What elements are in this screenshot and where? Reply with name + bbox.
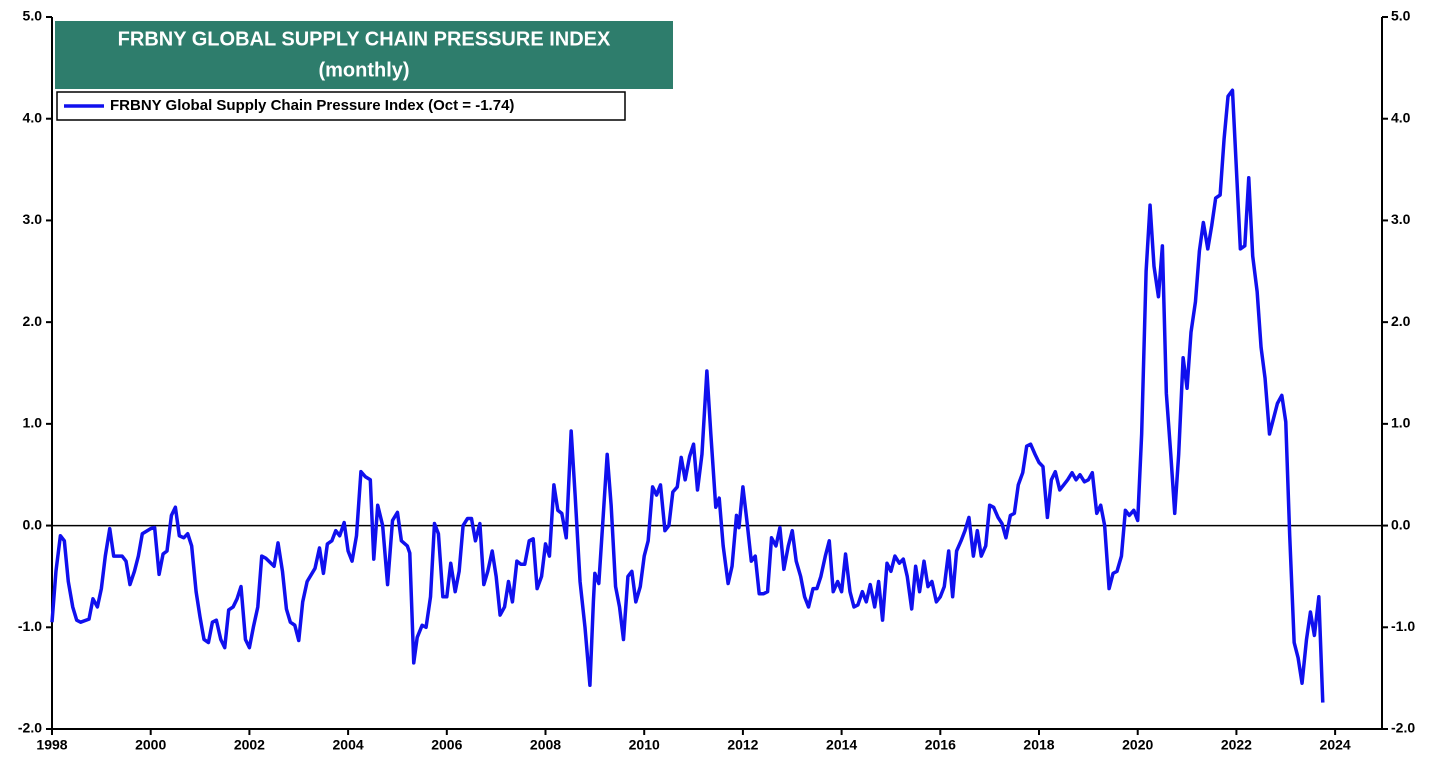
y2-tick-label: -2.0	[1391, 720, 1415, 736]
y2-tick-label: 2.0	[1391, 313, 1411, 329]
legend-box	[56, 91, 626, 121]
series-line	[50, 88, 1325, 703]
y2-tick-label: 3.0	[1391, 211, 1411, 227]
y-tick-label: -1.0	[18, 618, 42, 634]
x-tick-label: 2008	[530, 737, 561, 753]
x-tick-label: 2022	[1221, 737, 1252, 753]
x-tick-label: 1998	[36, 737, 67, 753]
y2-tick-label: 4.0	[1391, 109, 1411, 125]
y2-tick-label: 1.0	[1391, 415, 1411, 431]
y2-tick-label: 5.0	[1391, 8, 1411, 24]
x-tick-label: 2012	[727, 737, 758, 753]
chart-subtitle: (monthly)	[318, 59, 409, 81]
chart-title: FRBNY GLOBAL SUPPLY CHAIN PRESSURE INDEX	[118, 28, 611, 50]
title-box	[55, 21, 673, 89]
y-tick-label: 3.0	[23, 211, 43, 227]
y-tick-label: 0.0	[23, 516, 43, 532]
x-tick-label: 2020	[1122, 737, 1153, 753]
y2-tick-label: -1.0	[1391, 618, 1415, 634]
x-tick-label: 2000	[135, 737, 166, 753]
x-tick-label: 2004	[333, 737, 364, 753]
legend-label: FRBNY Global Supply Chain Pressure Index…	[110, 97, 514, 114]
x-tick-label: 2024	[1320, 737, 1351, 753]
y-tick-label: 4.0	[23, 109, 43, 125]
y2-tick-label: 0.0	[1391, 516, 1411, 532]
y-tick-label: 5.0	[23, 8, 43, 24]
x-tick-label: 2014	[826, 737, 857, 753]
x-tick-label: 2006	[431, 737, 462, 753]
x-tick-label: 2018	[1023, 737, 1054, 753]
y-tick-label: 1.0	[23, 415, 43, 431]
x-tick-label: 2010	[629, 737, 660, 753]
x-tick-label: 2002	[234, 737, 265, 753]
y-tick-label: -2.0	[18, 720, 42, 736]
x-tick-label: 2016	[925, 737, 956, 753]
y-tick-label: 2.0	[23, 313, 43, 329]
